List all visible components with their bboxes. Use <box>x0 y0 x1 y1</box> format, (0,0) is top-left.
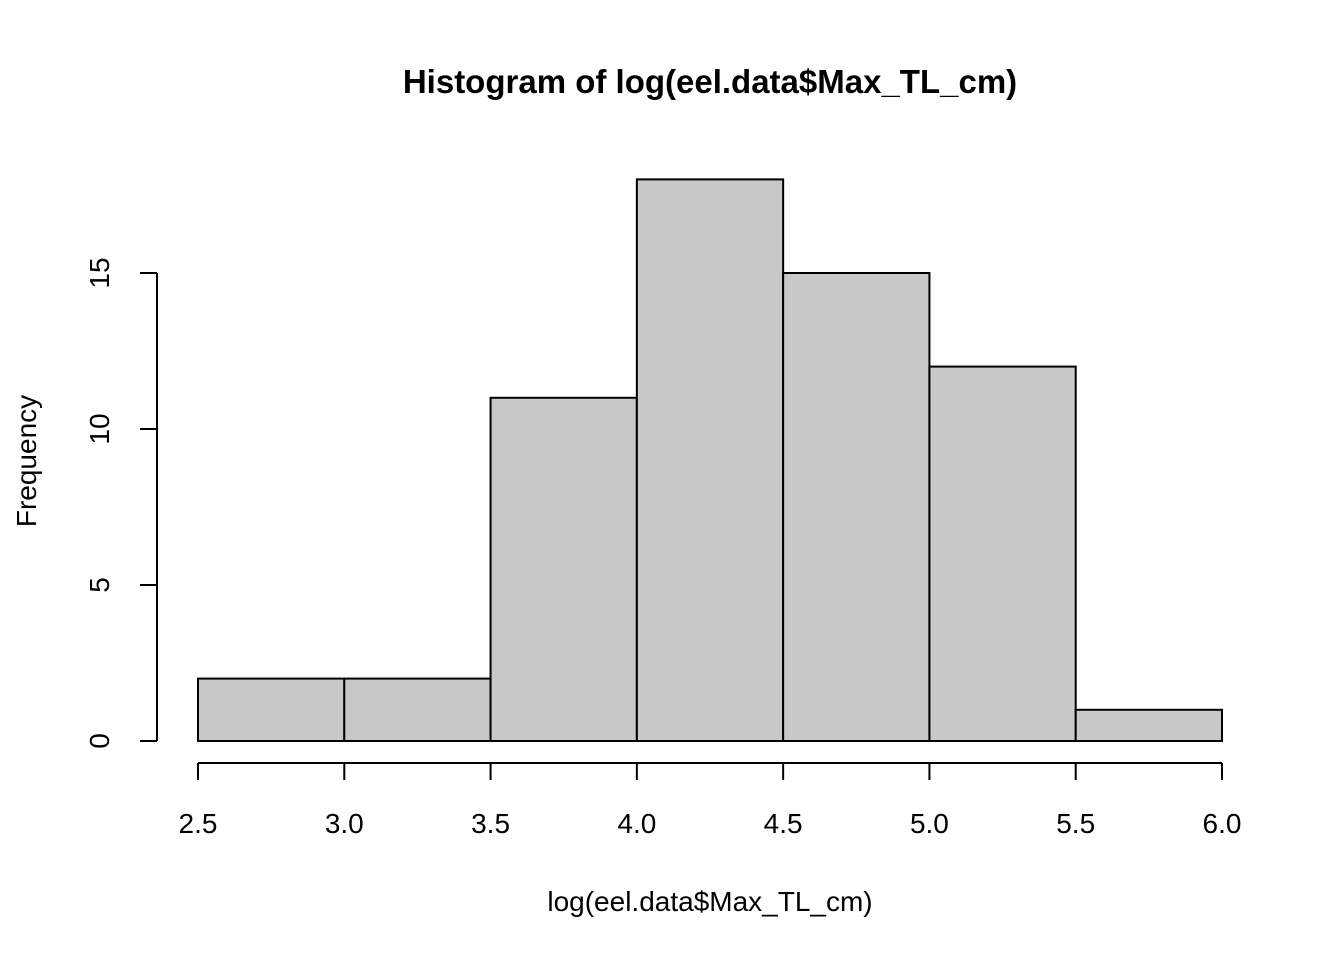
histogram-bar <box>197 677 346 742</box>
histogram-bar <box>928 365 1077 742</box>
x-tick-label: 5.0 <box>910 808 949 839</box>
x-tick-label: 3.0 <box>325 808 364 839</box>
x-axis-label: log(eel.data$Max_TL_cm) <box>547 886 872 917</box>
y-axis-label: Frequency <box>11 395 42 527</box>
y-tick-label: 0 <box>84 733 115 749</box>
y-tick-label: 5 <box>84 577 115 593</box>
histogram-bar <box>635 178 785 742</box>
histogram-bar <box>343 677 492 742</box>
x-tick-label: 4.0 <box>617 808 656 839</box>
x-axis: 2.5 3.0 3.5 4.0 4.5 5.0 5.5 6.0 <box>179 762 1242 839</box>
x-tick-label: 4.5 <box>764 808 803 839</box>
histogram-bar <box>782 272 931 742</box>
x-tick-label: 6.0 <box>1203 808 1242 839</box>
histogram-bar <box>489 396 638 742</box>
chart-title: Histogram of log(eel.data$Max_TL_cm) <box>403 63 1017 100</box>
bars-group <box>197 178 1223 742</box>
x-tick-label: 3.5 <box>471 808 510 839</box>
y-axis: 0 5 10 15 <box>84 257 158 749</box>
y-tick-label: 15 <box>84 257 115 288</box>
histogram-bar <box>1074 708 1223 742</box>
x-tick-label: 5.5 <box>1056 808 1095 839</box>
y-tick-label: 10 <box>84 413 115 444</box>
x-tick-label: 2.5 <box>179 808 218 839</box>
